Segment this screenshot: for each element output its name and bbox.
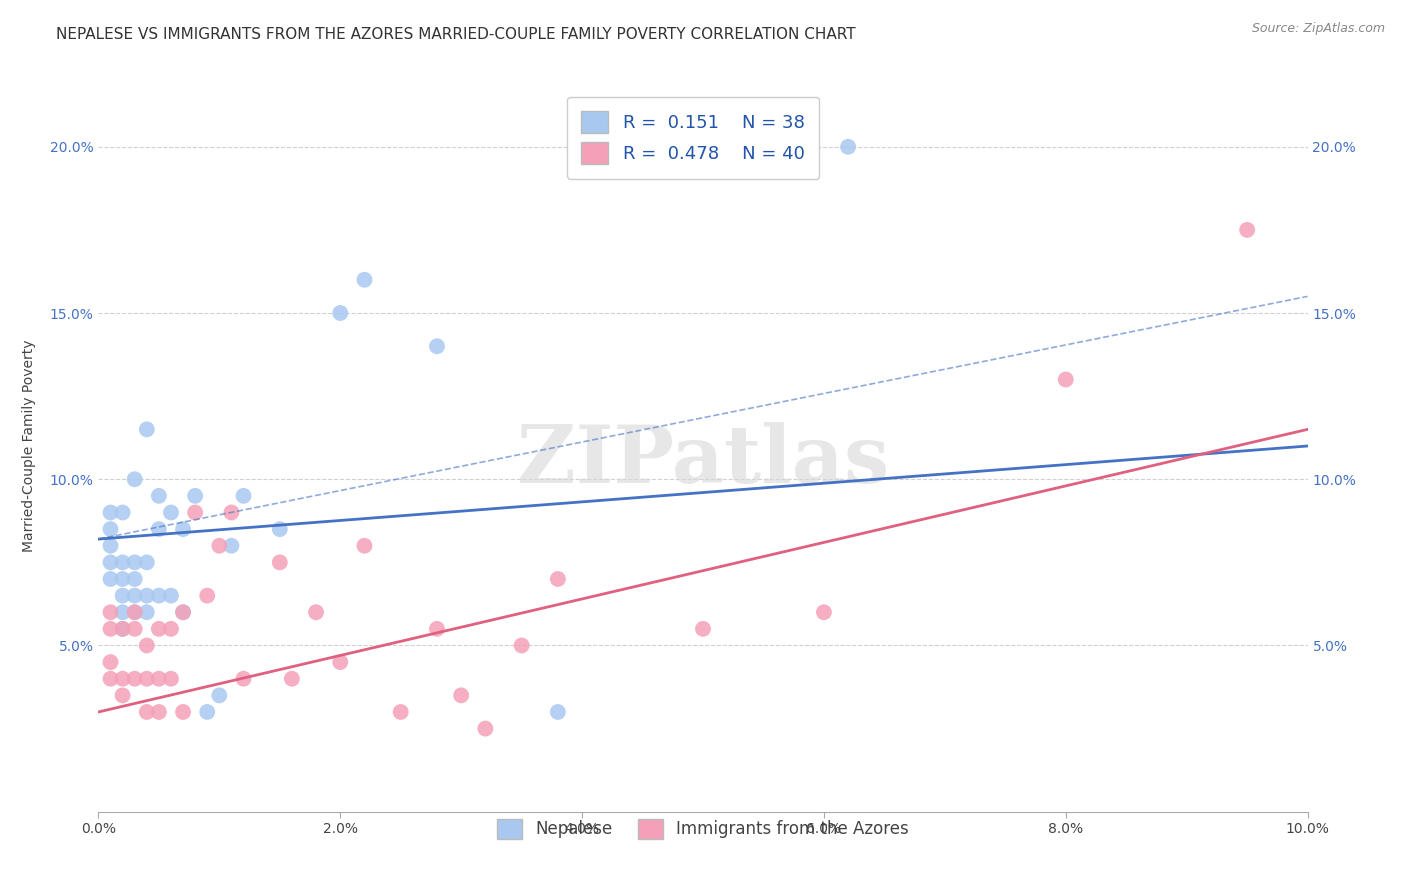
Point [184,489,207,503]
Point [172,605,194,619]
Point [426,622,449,636]
Point [100,655,122,669]
Point [148,522,170,536]
Point [389,705,412,719]
Point [353,273,375,287]
Point [148,705,170,719]
Point [232,489,254,503]
Point [111,622,134,636]
Point [184,506,207,520]
Text: ZIPatlas: ZIPatlas [517,422,889,500]
Point [148,622,170,636]
Point [100,572,122,586]
Point [837,140,859,154]
Point [813,605,835,619]
Legend: Nepalese, Immigrants from the Azores: Nepalese, Immigrants from the Azores [489,810,917,847]
Point [172,605,194,619]
Point [547,572,569,586]
Point [100,522,122,536]
Point [111,506,134,520]
Point [124,472,146,486]
Point [100,539,122,553]
Point [160,672,183,686]
Point [221,506,243,520]
Point [100,506,122,520]
Point [111,589,134,603]
Point [510,639,533,653]
Point [208,689,231,703]
Point [111,572,134,586]
Point [124,605,146,619]
Point [111,605,134,619]
Point [232,672,254,686]
Point [353,539,375,553]
Point [269,555,291,569]
Point [100,605,122,619]
Point [172,705,194,719]
Point [135,605,157,619]
Point [208,539,231,553]
Point [160,589,183,603]
Point [1236,223,1258,237]
Point [269,522,291,536]
Point [195,589,218,603]
Point [281,672,304,686]
Point [111,622,134,636]
Point [135,705,157,719]
Point [1054,372,1077,386]
Point [692,622,714,636]
Point [111,672,134,686]
Point [329,306,352,320]
Point [124,589,146,603]
Text: Source: ZipAtlas.com: Source: ZipAtlas.com [1251,22,1385,36]
Point [305,605,328,619]
Y-axis label: Married-Couple Family Poverty: Married-Couple Family Poverty [22,340,35,552]
Point [160,622,183,636]
Point [160,506,183,520]
Text: NEPALESE VS IMMIGRANTS FROM THE AZORES MARRIED-COUPLE FAMILY POVERTY CORRELATION: NEPALESE VS IMMIGRANTS FROM THE AZORES M… [56,27,856,42]
Point [124,672,146,686]
Point [100,672,122,686]
Point [329,655,352,669]
Point [135,672,157,686]
Point [111,555,134,569]
Point [426,339,449,353]
Point [100,555,122,569]
Point [172,522,194,536]
Point [135,639,157,653]
Point [124,605,146,619]
Point [100,622,122,636]
Point [124,555,146,569]
Point [124,572,146,586]
Point [450,689,472,703]
Point [135,422,157,436]
Point [474,722,496,736]
Point [124,622,146,636]
Point [148,672,170,686]
Point [221,539,243,553]
Point [547,705,569,719]
Point [135,555,157,569]
Point [195,705,218,719]
Point [148,489,170,503]
Point [148,589,170,603]
Point [135,589,157,603]
Point [111,689,134,703]
